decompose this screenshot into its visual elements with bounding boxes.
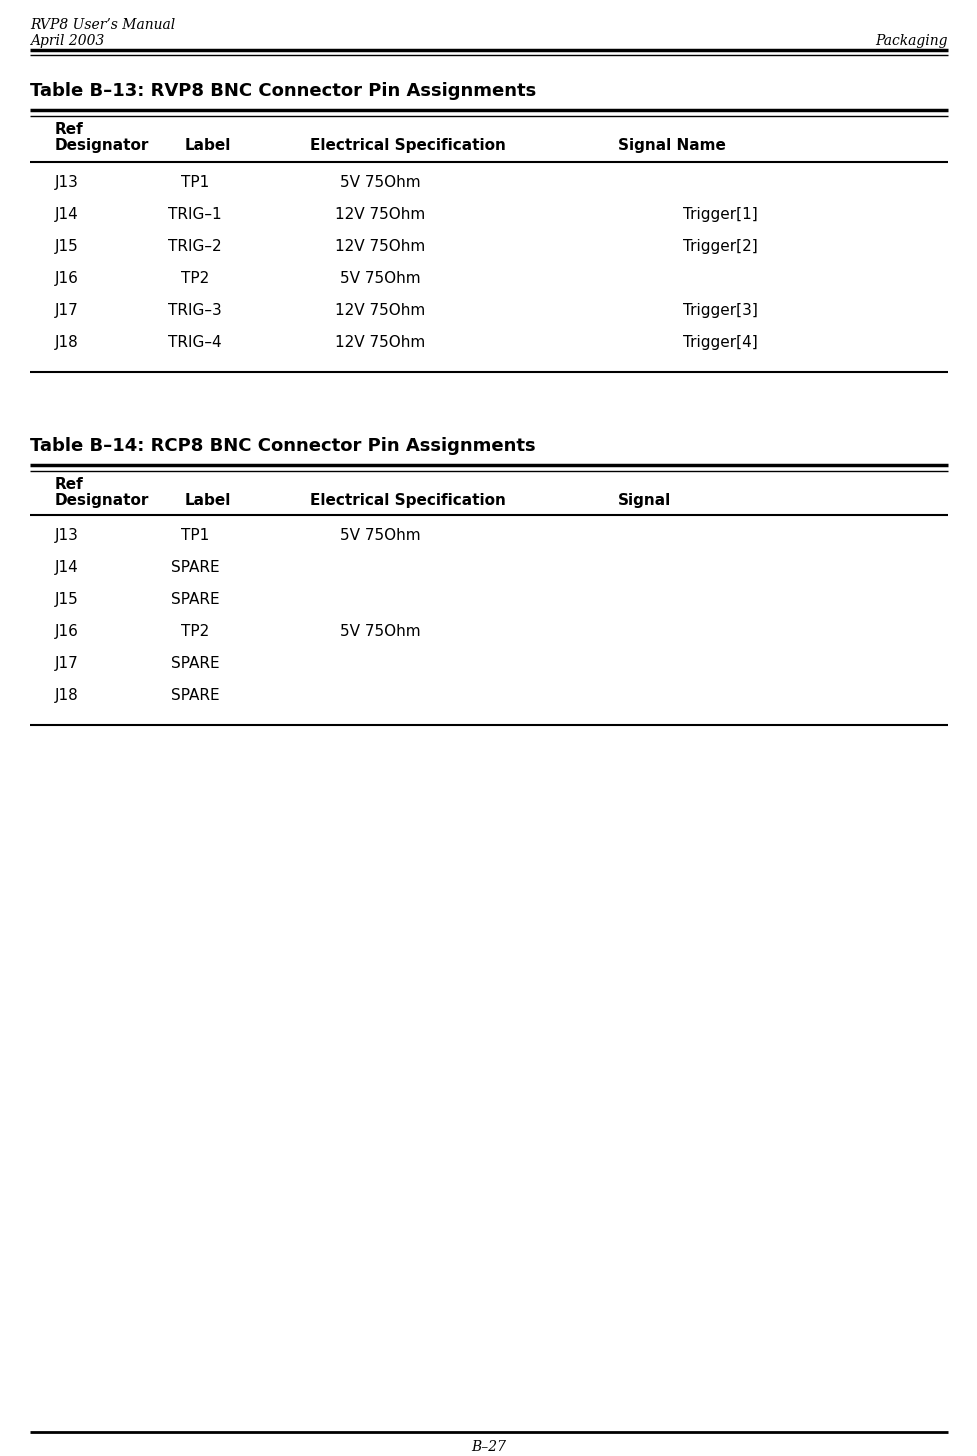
Text: Ref: Ref — [55, 478, 84, 492]
Text: J18: J18 — [55, 335, 79, 349]
Text: 5V 75Ohm: 5V 75Ohm — [339, 625, 420, 639]
Text: SPARE: SPARE — [171, 689, 219, 703]
Text: Ref: Ref — [55, 122, 84, 137]
Text: Signal: Signal — [617, 494, 670, 508]
Text: Designator: Designator — [55, 138, 149, 153]
Text: TRIG–4: TRIG–4 — [168, 335, 222, 349]
Text: J13: J13 — [55, 175, 79, 189]
Text: J16: J16 — [55, 625, 79, 639]
Text: Signal Name: Signal Name — [617, 138, 725, 153]
Text: Electrical Specification: Electrical Specification — [310, 494, 505, 508]
Text: 5V 75Ohm: 5V 75Ohm — [339, 271, 420, 285]
Text: Table B–14: RCP8 BNC Connector Pin Assignments: Table B–14: RCP8 BNC Connector Pin Assig… — [30, 437, 535, 454]
Text: TP1: TP1 — [181, 175, 209, 189]
Text: RVP8 User’s Manual: RVP8 User’s Manual — [30, 17, 175, 32]
Text: J15: J15 — [55, 593, 79, 607]
Text: TRIG–2: TRIG–2 — [168, 239, 222, 253]
Text: Electrical Specification: Electrical Specification — [310, 138, 505, 153]
Text: SPARE: SPARE — [171, 561, 219, 575]
Text: Trigger[2]: Trigger[2] — [682, 239, 756, 253]
Text: TRIG–3: TRIG–3 — [168, 303, 222, 317]
Text: 12V 75Ohm: 12V 75Ohm — [334, 239, 425, 253]
Text: SPARE: SPARE — [171, 657, 219, 671]
Text: Label: Label — [185, 494, 232, 508]
Text: J18: J18 — [55, 689, 79, 703]
Text: Table B–13: RVP8 BNC Connector Pin Assignments: Table B–13: RVP8 BNC Connector Pin Assig… — [30, 82, 535, 100]
Text: 5V 75Ohm: 5V 75Ohm — [339, 175, 420, 189]
Text: Label: Label — [185, 138, 232, 153]
Text: J14: J14 — [55, 207, 79, 221]
Text: Trigger[3]: Trigger[3] — [682, 303, 756, 317]
Text: J16: J16 — [55, 271, 79, 285]
Text: Packaging: Packaging — [874, 33, 947, 48]
Text: TP2: TP2 — [181, 271, 209, 285]
Text: Trigger[4]: Trigger[4] — [682, 335, 756, 349]
Text: 12V 75Ohm: 12V 75Ohm — [334, 207, 425, 221]
Text: SPARE: SPARE — [171, 593, 219, 607]
Text: TRIG–1: TRIG–1 — [168, 207, 222, 221]
Text: B–27: B–27 — [471, 1440, 506, 1455]
Text: April 2003: April 2003 — [30, 33, 105, 48]
Text: J14: J14 — [55, 561, 79, 575]
Text: 12V 75Ohm: 12V 75Ohm — [334, 303, 425, 317]
Text: J13: J13 — [55, 529, 79, 543]
Text: Designator: Designator — [55, 494, 149, 508]
Text: 5V 75Ohm: 5V 75Ohm — [339, 529, 420, 543]
Text: J17: J17 — [55, 657, 79, 671]
Text: Trigger[1]: Trigger[1] — [682, 207, 756, 221]
Text: 12V 75Ohm: 12V 75Ohm — [334, 335, 425, 349]
Text: TP1: TP1 — [181, 529, 209, 543]
Text: J17: J17 — [55, 303, 79, 317]
Text: TP2: TP2 — [181, 625, 209, 639]
Text: J15: J15 — [55, 239, 79, 253]
